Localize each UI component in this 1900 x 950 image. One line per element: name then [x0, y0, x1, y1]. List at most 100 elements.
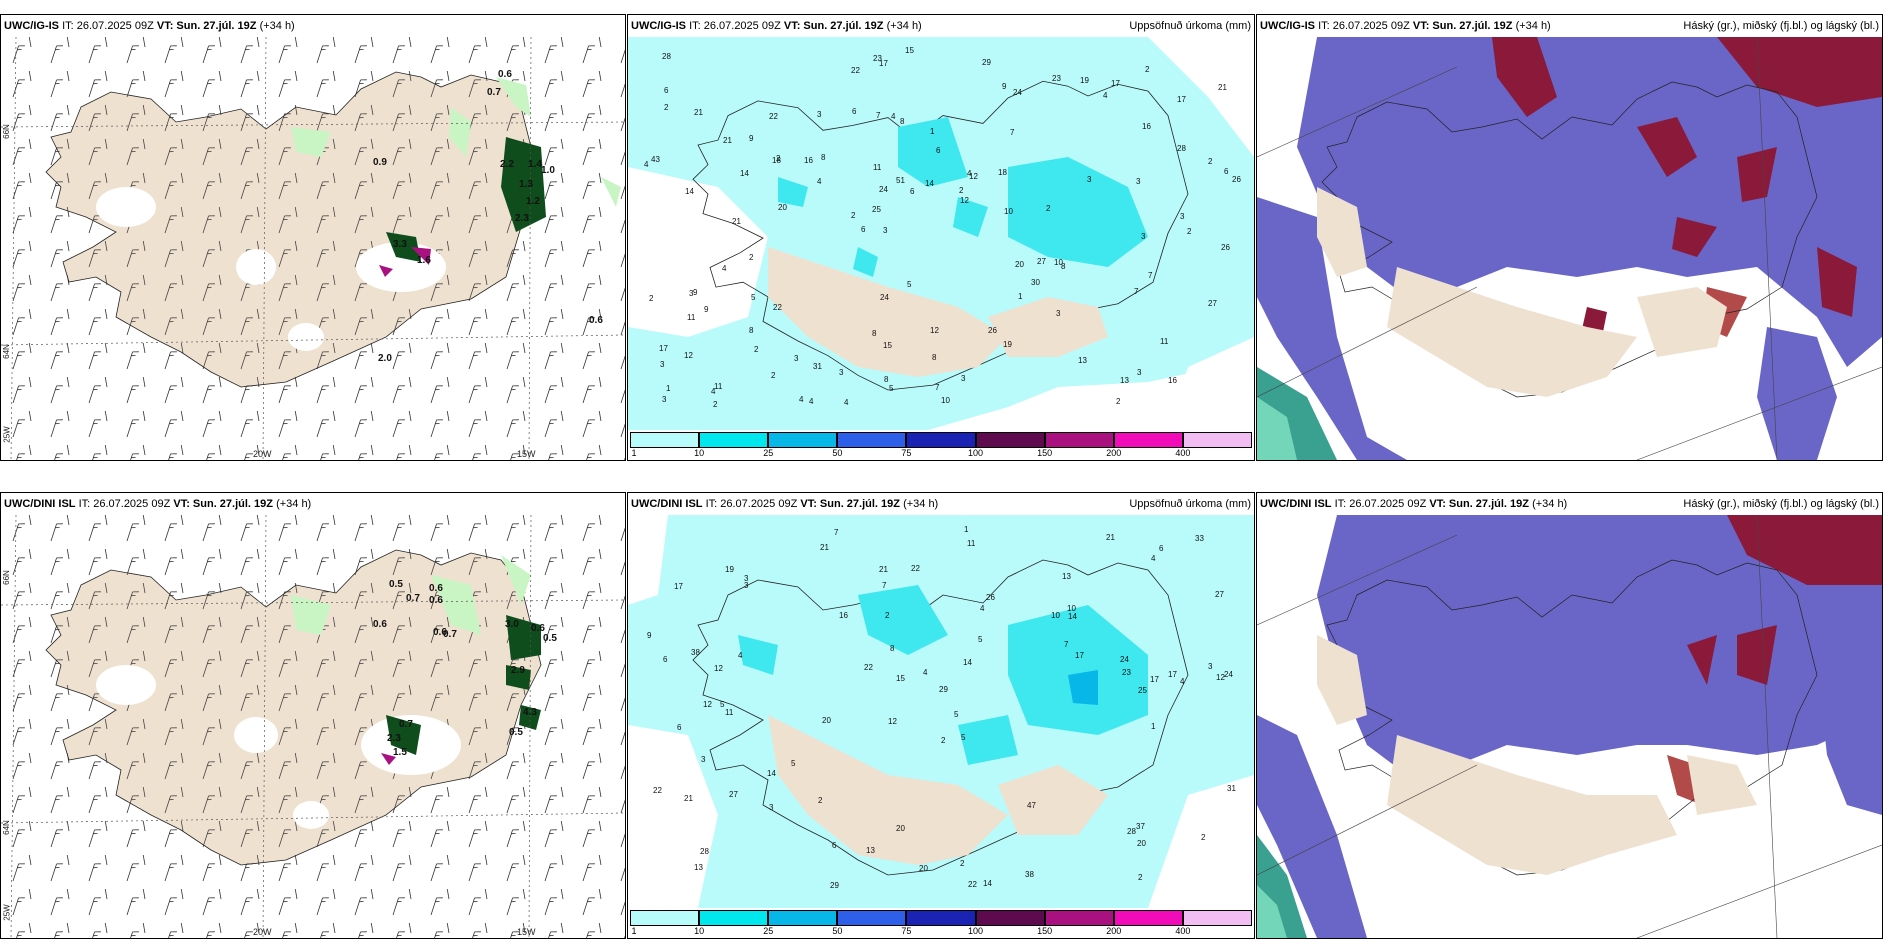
precip-value: 21 — [732, 217, 741, 226]
precip-value: 26 — [988, 326, 997, 335]
precip-value: 6 — [663, 655, 668, 664]
precip-value: 14 — [963, 658, 972, 667]
precip-value: 9 — [693, 288, 698, 297]
map-precip-bottom[interactable]: 7 13 12 12 5 5 17 10 6 4 29 13 21 20 22 14 20 21 17 14 12 12 2… — [628, 515, 1254, 908]
colorbar-swatch — [906, 432, 976, 448]
colorbar-tick-label: 150 — [1037, 448, 1053, 458]
precip-value: 4 — [891, 112, 896, 121]
precip-value: 13 — [1120, 376, 1129, 385]
precip-value: 26 — [1221, 243, 1230, 252]
precip-value: 38 — [1025, 870, 1034, 879]
precip-value: 8 — [821, 153, 826, 162]
panel-header: UWC/DINI ISL IT: 26.07.2025 09Z VT: Sun.… — [1, 493, 625, 515]
precip-value: 5 — [907, 280, 912, 289]
precip-value: 24 — [1013, 88, 1022, 97]
precip-value: 3 — [817, 110, 822, 119]
precip-map-svg: 1614176711769832412821172620282582422232… — [628, 37, 1254, 430]
colorbar-swatch — [906, 910, 976, 926]
init-time: IT: 26.07.2025 09Z — [1318, 20, 1410, 32]
precip-value: 25 — [1138, 686, 1147, 695]
precip-value: 6 — [936, 146, 941, 155]
map-wind-bottom[interactable]: 0.5 0.6 0.7 0.6 0.6 0.7 0.6 3.0 0.6 0.5 … — [1, 515, 625, 938]
valid-label: VT: — [1412, 20, 1430, 32]
precip-value: 10 — [1051, 611, 1060, 620]
precip-value: 23 — [1122, 668, 1131, 677]
precip-value: 19 — [1080, 76, 1089, 85]
precip-value: 10 — [1004, 207, 1013, 216]
precip-value: 2 — [1116, 397, 1121, 406]
map-clouds-bottom[interactable] — [1257, 515, 1882, 938]
precip-value: 3 — [1141, 232, 1146, 241]
gust-label: 3.0 — [505, 619, 519, 630]
precip-value: 1 — [930, 127, 935, 136]
precip-value: 17 — [659, 344, 668, 353]
panel-precip-top: UWC/IG-IS IT: 26.07.2025 09Z VT: Sun. 27… — [627, 14, 1255, 461]
panel-header: UWC/IG-IS IT: 26.07.2025 09Z VT: Sun. 27… — [628, 15, 1254, 37]
precip-value: 6 — [1159, 544, 1164, 553]
precip-value: 43 — [651, 155, 660, 164]
colorbar-tick-label: 100 — [968, 926, 984, 936]
precip-value: 22 — [851, 66, 860, 75]
colorbar-precip-top: 1 10 25 50 75 100 150 200 400 — [628, 430, 1254, 460]
colorbar-tick-label: 400 — [1175, 926, 1191, 936]
precip-value: 10 — [1067, 604, 1076, 613]
gust-label: 0.5 — [543, 633, 557, 644]
map-precip-top[interactable]: 16 14 17 6 7 11 7 6 9 8 3 2 4 12 8 21 17 26 20 28 25 8 24 22 23 2… — [628, 37, 1254, 430]
valid-label: VT: — [173, 498, 190, 510]
precip-value: 20 — [1015, 260, 1024, 269]
colorbar-swatch — [1113, 910, 1183, 926]
precip-value: 23 — [873, 54, 882, 63]
lon-label-25: 25W — [2, 426, 12, 443]
colorbar-tick-label: 75 — [901, 926, 912, 936]
precip-value: 7 — [882, 581, 887, 590]
precip-value: 14 — [685, 187, 694, 196]
model-name: UWC/DINI ISL — [4, 498, 76, 510]
clouds-map-svg — [1257, 37, 1882, 460]
precip-value: 24 — [880, 293, 889, 302]
precip-value: 1 — [1018, 292, 1023, 301]
map-wind-top[interactable]: 0.6 0.7 0.9 1.0 1.4 2.2 1.3 1.2 2.3 3.3 … — [1, 37, 625, 460]
precip-value: 3 — [839, 368, 844, 377]
precip-value: 19 — [725, 565, 734, 574]
colorbar-swatch — [1044, 910, 1114, 926]
precip-value: 8 — [932, 353, 937, 362]
precip-value: 4 — [967, 169, 972, 178]
precip-value: 12 — [703, 700, 712, 709]
lead-time: (+34 h) — [259, 20, 295, 32]
precip-value: 2 — [1187, 227, 1192, 236]
precip-value: 3 — [769, 803, 774, 812]
precip-value: 17 — [1111, 79, 1120, 88]
colorbar-tick-label: 150 — [1037, 926, 1053, 936]
precip-value: 22 — [911, 564, 920, 573]
precip-value: 11 — [725, 708, 734, 717]
panel-clouds-bottom: UWC/DINI ISL IT: 26.07.2025 09Z VT: Sun.… — [1256, 492, 1883, 939]
precip-value: 24 — [1120, 655, 1129, 664]
colorbar-tick-label: 100 — [968, 448, 984, 458]
precip-value: 3 — [1208, 662, 1213, 671]
precip-value: 17 — [1150, 675, 1159, 684]
precip-value: 16 — [1168, 376, 1177, 385]
gust-label: 0.7 — [399, 719, 413, 730]
precip-value: 13 — [1062, 572, 1071, 581]
valid-time: Sun. 27.júl. 19Z — [1448, 498, 1529, 510]
precip-value: 11 — [873, 163, 882, 172]
precip-value: 6 — [664, 86, 669, 95]
panel-header: UWC/DINI ISL IT: 26.07.2025 09Z VT: Sun.… — [628, 493, 1254, 515]
colorbar-tick-label: 25 — [763, 448, 774, 458]
precip-value: 38 — [691, 648, 700, 657]
precip-value: 18 — [772, 156, 781, 165]
precip-value: 20 — [778, 203, 787, 212]
map-clouds-top[interactable] — [1257, 37, 1882, 460]
precip-value: 3 — [1136, 177, 1141, 186]
precip-value: 2 — [1208, 157, 1213, 166]
gust-label: 1.4 — [528, 159, 542, 170]
colorbar-swatch — [768, 432, 838, 448]
lead-time: (+34 h) — [276, 498, 312, 510]
lon-label-25: 25W — [2, 904, 12, 921]
precip-value: 16 — [804, 156, 813, 165]
gust-label: 0.6 — [429, 595, 443, 606]
precip-value: 4 — [844, 398, 849, 407]
gust-label: 4.3 — [523, 707, 537, 718]
wind-map-svg: 0.5 0.6 0.7 0.6 0.6 0.7 0.6 3.0 0.6 0.5 … — [1, 515, 625, 938]
precip-value: 9 — [647, 631, 652, 640]
